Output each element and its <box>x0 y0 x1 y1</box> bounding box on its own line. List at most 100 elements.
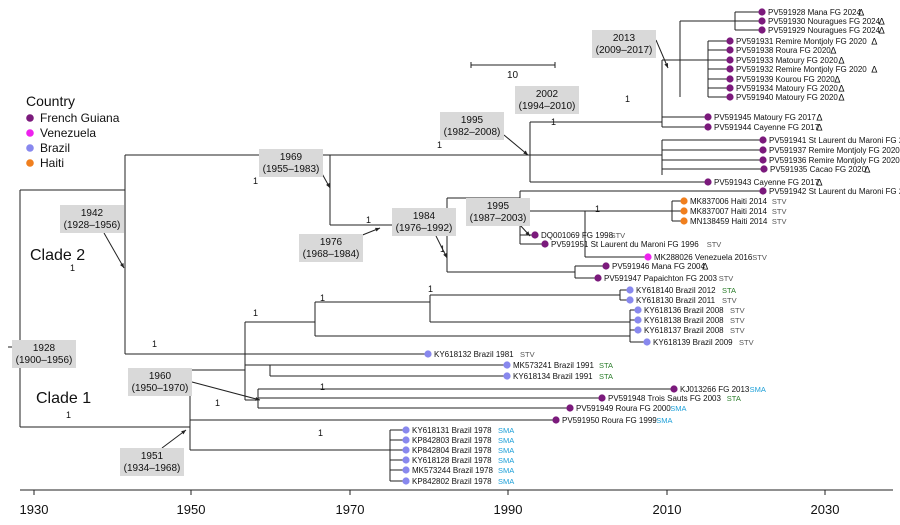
date-box-text: 1928 <box>33 343 56 354</box>
tip-dot <box>402 426 410 434</box>
tip-dot <box>704 123 712 131</box>
tip-label: PV591942 St Laurent du Maroni FG 2018 <box>769 187 900 196</box>
date-box: 1969(1955–1983) <box>259 149 331 189</box>
tip-marker: Δ <box>838 57 845 67</box>
tip-lineage: SMA <box>750 385 766 394</box>
tip: PV591931 Remire Montjoly FG 2020 Δ <box>726 37 878 48</box>
tip-lineage: STA <box>599 361 613 370</box>
tip-dot <box>402 466 410 474</box>
date-box-text: (2009–2017) <box>596 45 653 56</box>
tip: KY618140 Brazil 2012 STA <box>626 286 736 295</box>
arrowhead <box>326 183 330 188</box>
tip-label: PV591948 Trois Sauts FG 2003 <box>608 394 722 403</box>
tip-dot <box>726 84 734 92</box>
tip: MK288026 Venezuela 2016 STV <box>644 253 767 262</box>
date-box: 1995(1982–2008) <box>440 112 529 156</box>
date-box-text: 1976 <box>320 237 343 248</box>
tip-dot <box>541 240 549 248</box>
tip-label: KY618128 Brazil 1978 <box>412 456 492 465</box>
tip-label: PV591950 Roura FG 1999 <box>562 416 657 425</box>
legend-swatch <box>26 129 34 137</box>
node-date-boxes: 2013(2009–2017)2002(1994–2010)1995(1982–… <box>12 30 669 476</box>
legend-swatch <box>26 114 34 122</box>
date-box-pointer <box>161 429 187 449</box>
tip-marker: Δ <box>816 114 823 124</box>
date-box-bg <box>12 340 76 368</box>
tip: KY618139 Brazil 2009 STV <box>643 338 754 347</box>
date-box-pointer <box>503 134 529 156</box>
support-value: 1 <box>551 117 556 127</box>
tip-lineage: STA <box>599 372 613 381</box>
tip-dot <box>726 37 734 45</box>
tip: MK573244 Brazil 1978 SMA <box>402 466 514 475</box>
tip: KY618130 Brazil 2011 STV <box>626 296 737 305</box>
tip-dot <box>760 165 768 173</box>
tip: PV591939 Kourou FG 2020 Δ <box>726 75 841 86</box>
tip-lineage: STV <box>730 306 745 315</box>
tip-lineage: STV <box>772 207 787 216</box>
tip-lineage: SMA <box>498 466 514 475</box>
date-box: 1984(1976–1992) <box>392 208 456 259</box>
arrowhead <box>523 150 528 155</box>
tip-label: DQ001069 FG 1998 <box>541 231 614 240</box>
tip-dot <box>670 385 678 393</box>
tip-dot <box>402 456 410 464</box>
legend-swatch <box>26 159 34 167</box>
tip-dot <box>680 197 688 205</box>
tip-label: KY618131 Brazil 1978 <box>412 426 492 435</box>
tip-dot <box>726 65 734 73</box>
tip-marker: Δ <box>871 38 878 48</box>
tip-lineage: SMA <box>670 404 686 413</box>
tip: KP842803 Brazil 1978 SMA <box>402 436 514 445</box>
tip-label: PV591947 Papaichton FG 2003 <box>604 274 718 283</box>
date-box-bg <box>128 368 192 396</box>
axis-tick-label: 2010 <box>653 502 682 517</box>
tip: KY618134 Brazil 1991 STA <box>503 372 613 381</box>
arrowhead <box>443 253 447 258</box>
date-box-bg <box>440 112 504 140</box>
tip-label: KJ013266 FG 2013 <box>680 385 750 394</box>
support-value: 1 <box>253 308 258 318</box>
arrowhead <box>181 430 186 435</box>
tip-label: PV591929 Nouragues FG 2024 <box>768 26 881 35</box>
tip-marker: Δ <box>879 27 886 37</box>
tip-marker: Δ <box>879 18 886 28</box>
date-box-text: (1955–1983) <box>263 164 320 175</box>
tip-dot <box>759 156 767 164</box>
tip-dot <box>726 56 734 64</box>
tip-dot <box>758 17 766 25</box>
tip-label: KY618138 Brazil 2008 <box>644 316 724 325</box>
tip-label: PV591931 Remire Montjoly FG 2020 <box>736 37 867 46</box>
tip: PV591932 Remire Montjoly FG 2020 Δ <box>726 65 878 76</box>
tip-label: PV591937 Remire Montjoly FG 2020 <box>769 146 900 155</box>
scale-bar: 10 <box>470 62 556 81</box>
date-box-bg <box>592 30 656 58</box>
support-value: 1 <box>437 140 442 150</box>
tip-dot <box>424 350 432 358</box>
date-box: 1951(1934–1968) <box>120 429 187 476</box>
date-box-bg <box>60 205 124 233</box>
date-box: 1960(1950–1970) <box>128 368 261 401</box>
tip-label: PV591936 Remire Montjoly FG 2020 <box>769 156 900 165</box>
date-box: 1928(1900–1956) <box>12 340 76 368</box>
arrowhead <box>525 231 530 236</box>
support-value: 1 <box>215 398 220 408</box>
date-box: 2002(1994–2010) <box>515 86 579 114</box>
date-box-text: (1987–2003) <box>470 213 527 224</box>
tip-dot <box>402 477 410 485</box>
support-value: 1 <box>318 428 323 438</box>
tip-marker: Δ <box>830 47 837 57</box>
date-box-bg <box>299 234 363 262</box>
tip-dot <box>598 394 606 402</box>
support-value: 1 <box>70 263 75 273</box>
tip-label: PV591940 Matoury FG 2020 <box>736 93 838 102</box>
tip-label: KP842803 Brazil 1978 <box>412 436 492 445</box>
tip-label: PV591934 Matoury FG 2020 <box>736 84 838 93</box>
tip: PV591948 Trois Sauts FG 2003 STA <box>598 394 741 403</box>
